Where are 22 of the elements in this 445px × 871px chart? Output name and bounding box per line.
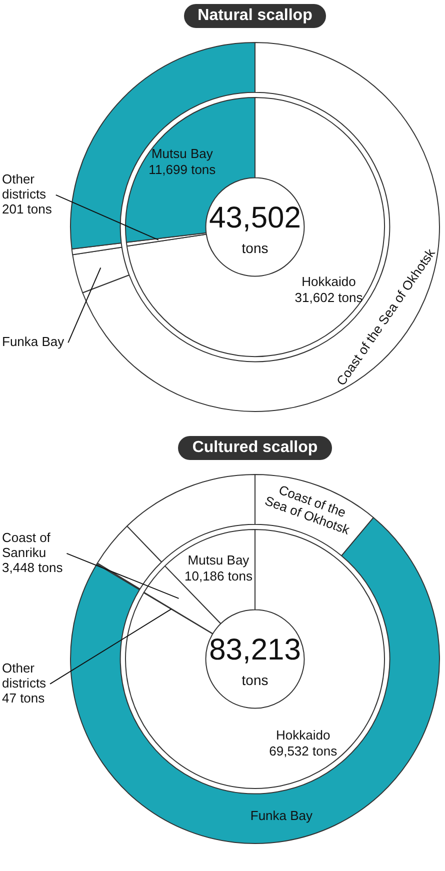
- slice-label: Coast of Sanriku: [2, 530, 51, 560]
- text: 83,213: [209, 633, 301, 666]
- data-label: 69,532 tons: [269, 743, 338, 758]
- slice-label: Hokkaido: [276, 727, 330, 742]
- slice-label: Mutsu Bay: [188, 552, 250, 568]
- slice-label: Funka Bay: [2, 334, 65, 350]
- chart-title: Natural scallop: [184, 4, 326, 28]
- slice-label: Hokkaido: [302, 274, 356, 290]
- chart-title: Cultured scallop: [178, 436, 332, 460]
- slice-label: Other districts: [2, 660, 47, 691]
- slice-label: Other districts: [2, 172, 47, 202]
- slice-label: Mutsu Bay: [151, 146, 214, 161]
- data-label: 31,602 tons: [294, 290, 364, 306]
- text: tons: [242, 240, 268, 256]
- slice-label: Funka Bay: [250, 808, 314, 823]
- data-label: 10,186 tons: [184, 568, 253, 584]
- text: tons: [242, 672, 268, 688]
- data-label: 11,699 tons: [148, 162, 216, 177]
- text: 43,502: [209, 201, 301, 234]
- data-label: 47 tons: [2, 690, 46, 706]
- data-label: 201 tons: [2, 202, 52, 217]
- data-label: 3,448 tons: [2, 560, 64, 575]
